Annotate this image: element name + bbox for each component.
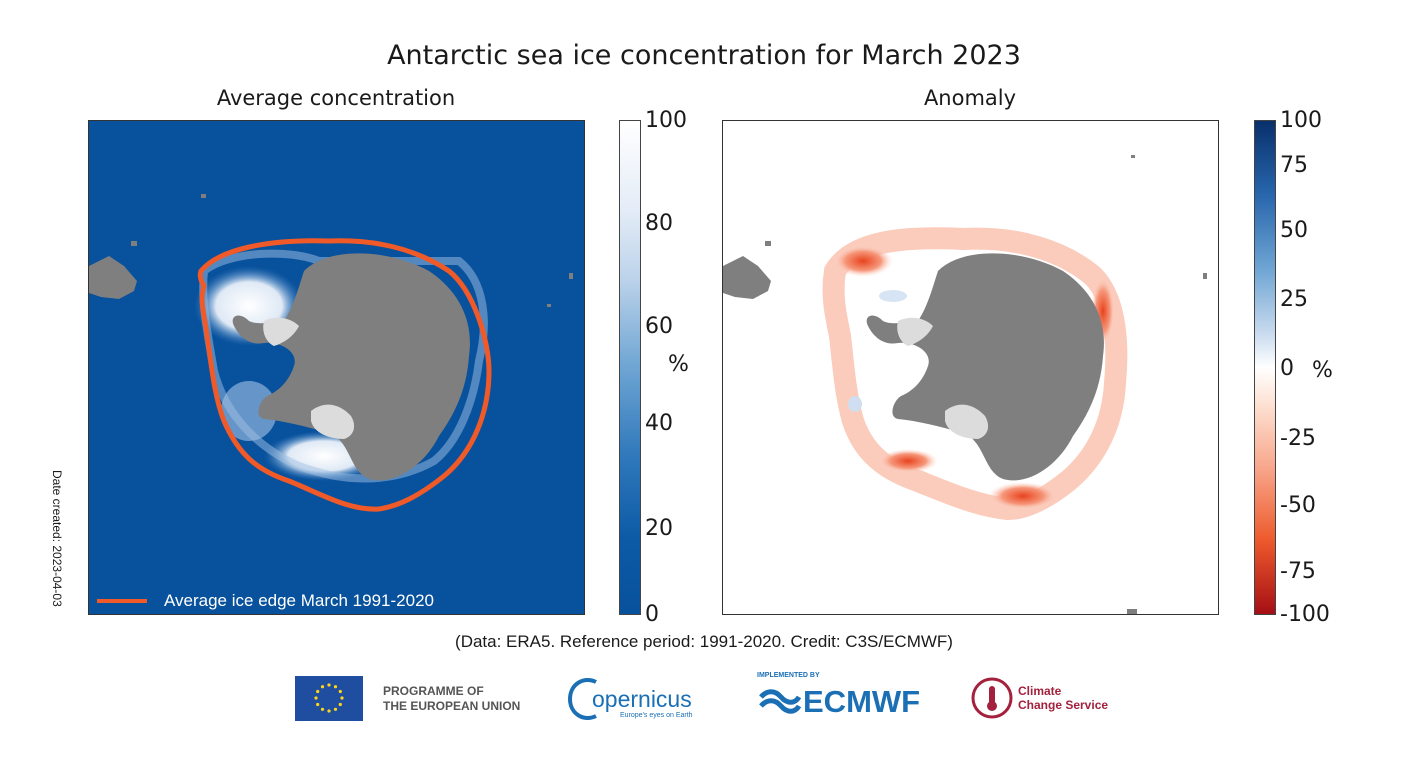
colorbar-left-tick: 60 (645, 314, 673, 339)
colorbar-right-tick: -25 (1280, 426, 1316, 451)
anomaly-positive (879, 290, 907, 302)
antarctica-landmass (866, 253, 1104, 481)
island (1131, 155, 1135, 158)
colorbar-right-unit: % (1312, 358, 1333, 383)
data-credit: (Data: ERA5. Reference period: 1991-2020… (455, 632, 953, 651)
island (131, 241, 137, 246)
south-america-land (89, 256, 137, 299)
island (201, 194, 206, 198)
anomaly-map-svg (723, 155, 1207, 614)
island (569, 273, 573, 279)
c3s-logo: Climate Change Service (970, 674, 1130, 724)
colorbar-right-tick: -100 (1280, 602, 1330, 627)
map-title: Antarctic sea ice concentration for Marc… (387, 40, 1021, 71)
colorbar-right-tick: 50 (1280, 218, 1308, 243)
island (1127, 609, 1137, 614)
colorbar-right-tick: 100 (1280, 108, 1322, 133)
colorbar-right-tick: 0 (1280, 356, 1294, 381)
colorbar-right-tick: 75 (1280, 153, 1308, 178)
anomaly-ross (988, 482, 1058, 510)
legend-label: Average ice edge March 1991-2020 (164, 591, 434, 610)
date-created: Date created: 2023-04-03 (50, 470, 64, 607)
colorbar-left-tick: 80 (645, 211, 673, 236)
island (547, 304, 551, 307)
average-concentration-map: Average ice edge March 1991-2020 (88, 120, 585, 615)
colorbar-right-tick: -75 (1280, 559, 1316, 584)
colorbar-left-tick: 100 (645, 108, 687, 133)
copernicus-c-icon (567, 678, 597, 720)
colorbar-right-tick: 25 (1280, 287, 1308, 312)
ronne-ice-shelf (897, 317, 933, 346)
average-ice-edge (197, 238, 492, 512)
colorbar-left-tick: 20 (645, 516, 673, 541)
ecmwf-logo: IMPLEMENTED BY ECMWF (757, 672, 921, 719)
ecmwf-swirl-icon (759, 689, 801, 714)
right-panel-subtitle: Anomaly (923, 86, 1017, 110)
colorbar-left-tick: 0 (645, 602, 659, 627)
antarctica-landmass (232, 253, 470, 481)
anomaly-bellingshausen (878, 449, 938, 473)
anomaly-positive (848, 396, 862, 412)
south-america-land (723, 256, 771, 299)
island (765, 241, 771, 246)
amundsen-sea-ice (221, 381, 277, 441)
anomaly-colorbar (1254, 120, 1276, 615)
left-panel-subtitle: Average concentration (216, 86, 456, 110)
anomaly-ring (822, 227, 1128, 521)
average-concentration-map-svg (89, 194, 573, 603)
concentration-colorbar (619, 120, 641, 615)
ronne-ice-shelf (263, 317, 299, 346)
colorbar-left-unit: % (668, 352, 689, 377)
eu-stars-icon (314, 683, 344, 713)
colorbar-left-tick: 40 (645, 411, 673, 436)
eu-flag-logo (295, 676, 363, 721)
thermometer-icon (971, 677, 1013, 719)
ross-ice-shelf (945, 404, 989, 439)
anomaly-weddell (833, 245, 893, 277)
copernicus-logo: opernicus Europe's eyes on Earth (566, 674, 706, 724)
ross-ice-shelf (311, 404, 355, 439)
eu-programme-text: PROGRAMME OF THE EUROPEAN UNION (383, 684, 521, 713)
anomaly-map (722, 120, 1219, 615)
colorbar-right-tick: -50 (1280, 493, 1316, 518)
island (1203, 273, 1207, 279)
